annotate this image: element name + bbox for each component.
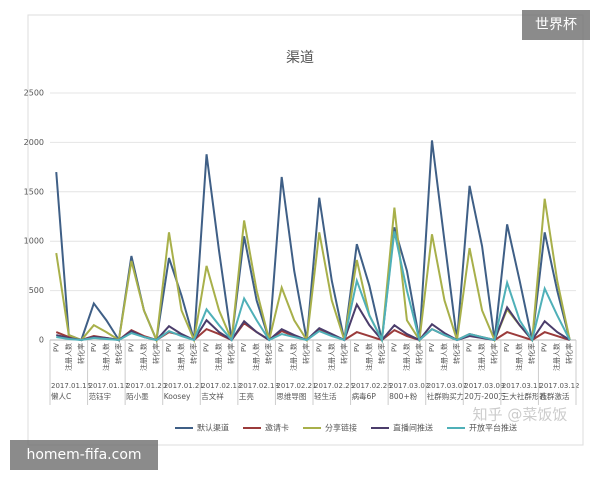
group-name: 范钰宇 xyxy=(89,391,112,401)
y-tick-label: 1500 xyxy=(24,187,44,196)
x-tick-label: 注册人数 xyxy=(177,343,186,371)
group-date: 2017.01.17 xyxy=(89,382,129,390)
group-date: 2017.02.18 xyxy=(239,382,279,390)
group-name: 轻生活 xyxy=(314,391,337,401)
group-name: 陌小墨 xyxy=(126,392,149,401)
x-tick-label: 转化率 xyxy=(302,343,311,364)
group-name: 思维导图 xyxy=(276,391,306,401)
site-bg xyxy=(10,440,158,470)
group-date: 2017.01.20 xyxy=(126,382,166,390)
x-tick-label: PV xyxy=(127,343,135,352)
x-tick-label: PV xyxy=(278,343,286,352)
legend-label: 直播间推送 xyxy=(393,423,433,433)
x-tick-label: 转化率 xyxy=(264,343,273,364)
x-tick-label: 转化率 xyxy=(189,343,198,364)
chart-frame xyxy=(27,14,584,446)
x-tick-label: 注册人数 xyxy=(101,343,110,371)
x-tick-label: 注册人数 xyxy=(327,343,336,371)
group-date: 2017.03.09 xyxy=(464,382,504,390)
x-tick-label: 转化率 xyxy=(414,343,423,364)
legend-label: 邀请卡 xyxy=(265,423,289,433)
series-line xyxy=(56,231,571,344)
group-name: 社群购买力 xyxy=(427,391,465,401)
x-tick-label: 转化率 xyxy=(565,343,574,364)
legend-label: 默认渠道 xyxy=(197,423,229,433)
x-tick-label: 转化率 xyxy=(377,343,386,364)
x-tick-label: PV xyxy=(240,343,248,352)
x-tick-label: PV xyxy=(503,343,511,352)
x-tick-label: 注册人数 xyxy=(515,343,524,371)
group-date: 2017.02.12 xyxy=(201,382,241,390)
group-date: 2017.03.11 xyxy=(502,382,542,390)
group-name: 社群激活 xyxy=(539,391,569,401)
group-date: 2017.01.15 xyxy=(51,382,91,390)
x-tick-label: PV xyxy=(165,343,173,352)
x-tick-label: 注册人数 xyxy=(440,343,449,371)
y-tick-label: 2500 xyxy=(24,89,44,98)
x-tick-label: 注册人数 xyxy=(252,343,261,371)
y-tick-label: 500 xyxy=(29,286,44,295)
x-tick-label: 转化率 xyxy=(151,343,160,364)
x-tick-label: 转化率 xyxy=(76,343,85,364)
group-name: 病毒6P xyxy=(352,391,377,401)
x-tick-label: 转化率 xyxy=(227,343,236,364)
x-tick-label: 转化率 xyxy=(452,343,461,364)
x-tick-label: PV xyxy=(428,343,436,352)
badge-bg xyxy=(522,10,590,40)
x-tick-label: 转化率 xyxy=(114,343,123,364)
x-tick-label: 注册人数 xyxy=(477,343,486,371)
x-tick-label: PV xyxy=(203,343,211,352)
legend-label: 开放平台推送 xyxy=(469,423,517,433)
y-tick-label: 2000 xyxy=(24,138,44,147)
x-tick-label: PV xyxy=(353,343,361,352)
group-date: 2017.03.07 xyxy=(427,382,467,390)
y-tick-label: 1000 xyxy=(24,237,44,246)
group-date: 2017.03.02 xyxy=(389,382,429,390)
legend-label: 分享链接 xyxy=(325,423,357,433)
watermark: 知乎 @菜饭饭 xyxy=(473,406,568,424)
x-tick-label: 转化率 xyxy=(490,343,499,364)
group-name: 吉文祥 xyxy=(201,391,224,401)
group-name: Koosey xyxy=(164,392,191,401)
group-name: 王亮 xyxy=(239,391,254,401)
chart-title: 渠道 xyxy=(286,50,314,66)
x-tick-label: 注册人数 xyxy=(214,343,223,371)
x-tick-label: PV xyxy=(466,343,474,352)
group-name: 800+粉 xyxy=(389,391,418,401)
series-line xyxy=(55,198,571,344)
group-name: 三大社群形态 xyxy=(502,391,547,401)
x-tick-label: 转化率 xyxy=(339,343,348,364)
group-date: 2017.01.21 xyxy=(164,382,204,390)
group-name: 懒人C xyxy=(51,391,71,401)
x-tick-label: 注册人数 xyxy=(402,343,411,371)
x-tick-label: 注册人数 xyxy=(289,343,298,371)
site: homem-fifa.com xyxy=(26,447,141,463)
x-tick-label: PV xyxy=(315,343,323,352)
group-name: 20万-200万 xyxy=(464,392,506,401)
x-tick-label: 注册人数 xyxy=(364,343,373,371)
x-tick-label: PV xyxy=(541,343,549,352)
y-tick-label: 0 xyxy=(39,336,44,345)
x-tick-label: 注册人数 xyxy=(552,343,561,371)
x-tick-label: 注册人数 xyxy=(139,343,148,371)
badge: 世界杯 xyxy=(535,17,577,33)
x-tick-label: PV xyxy=(390,343,398,352)
group-date: 2017.03.12 xyxy=(539,382,579,390)
group-date: 2017.02.26 xyxy=(352,382,393,390)
x-tick-label: 注册人数 xyxy=(64,343,73,371)
x-tick-label: PV xyxy=(90,343,98,352)
x-tick-label: 转化率 xyxy=(527,343,536,364)
x-tick-label: PV xyxy=(52,343,60,352)
group-date: 2017.02.21 xyxy=(276,382,316,390)
group-date: 2017.02.25 xyxy=(314,382,354,390)
